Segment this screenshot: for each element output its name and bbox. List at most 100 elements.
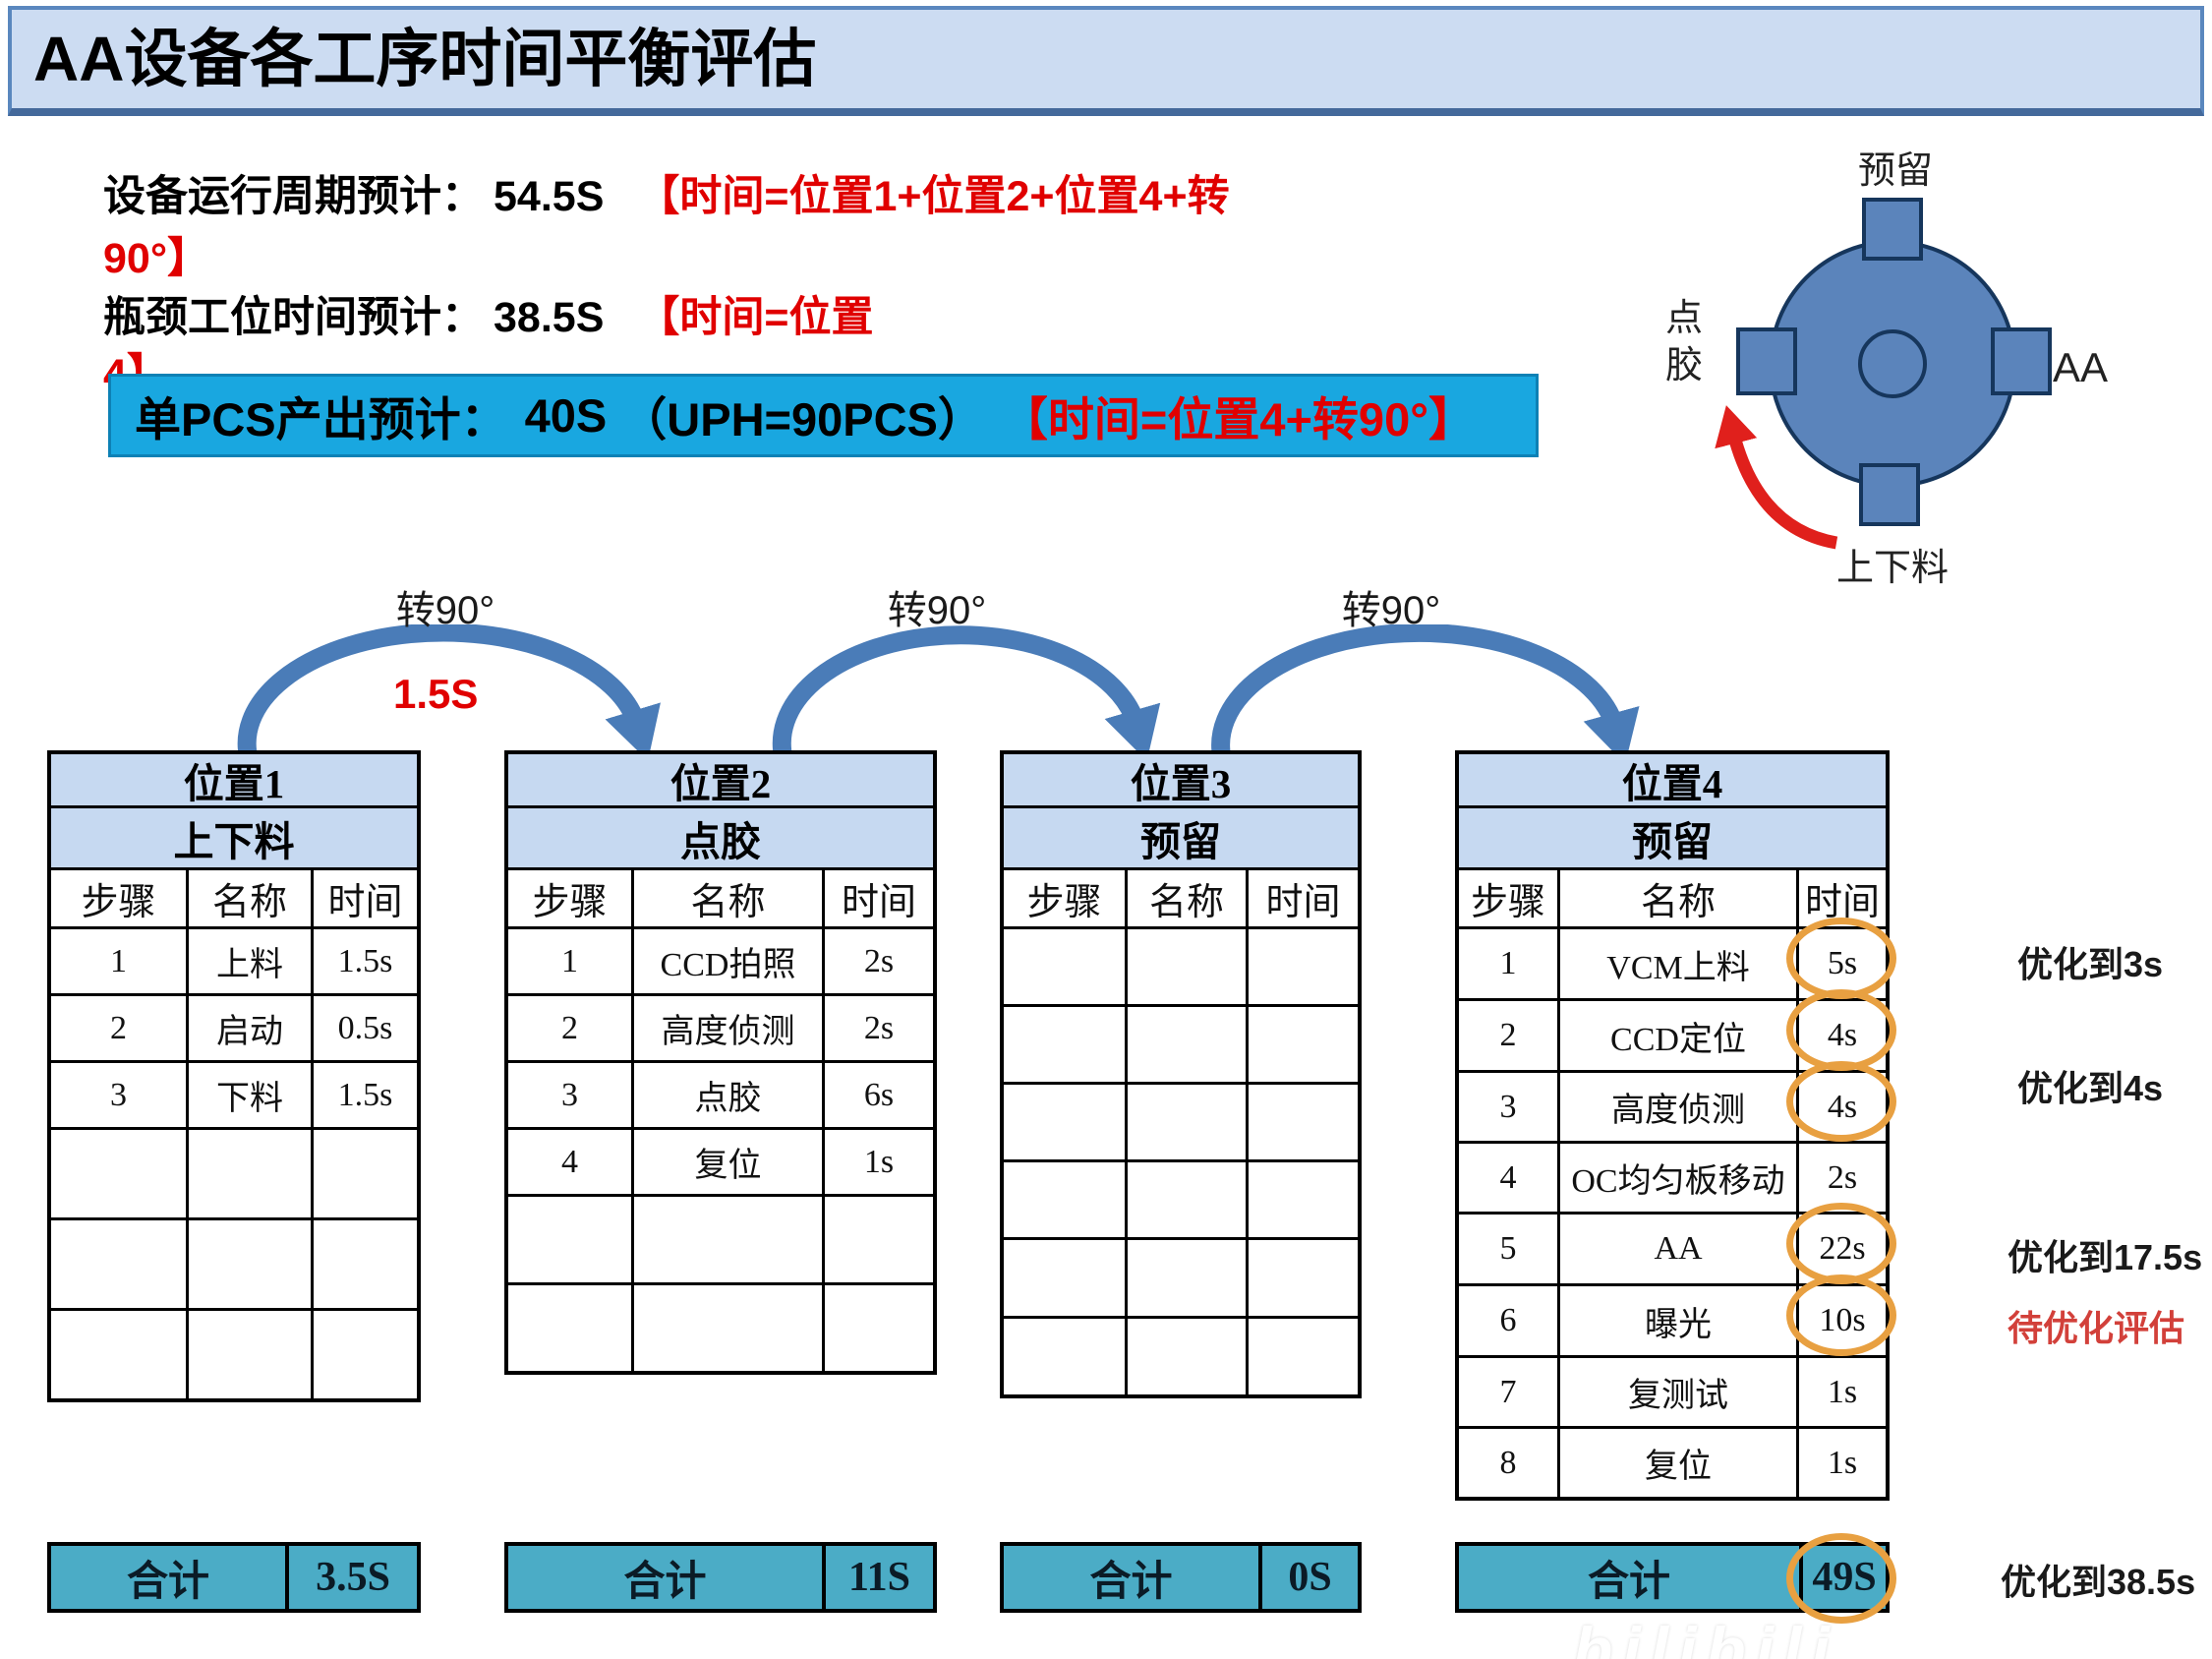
table-row: 3 点胶 6s [508,1060,933,1127]
wheel-label-right: AA [2053,344,2109,390]
summary-line-cycle: 设备运行周期预计： 54.5S 【时间=位置1+位置2+位置4+转 [103,162,1230,221]
step-cell: 5 [1499,1230,1517,1267]
time-cell [822,1285,933,1371]
column-header: 名称 [1125,870,1246,926]
cycle-formula-wrap: 90°】 [103,235,210,282]
column-header: 时间 [822,870,933,926]
step-cell [1004,1085,1125,1159]
table-row: 3 下料 1.5s [51,1060,417,1127]
pcs-value: 40S [524,389,608,442]
name-cell [631,1197,822,1282]
rotate-90-arrow-icon-2 [772,625,1161,765]
table-position-1: 位置1 上下料 步骤 名称 时间 1 上料 1.5s 2 启动 0.5s 3 下料 1.5s [47,750,421,1402]
table-subtitle: 上下料 [51,805,417,867]
name-cell: VCM上料 [1557,929,1796,998]
name-cell [1125,1007,1246,1082]
column-header: 名称 [186,870,311,926]
step-cell [51,1130,186,1217]
table-row: 1 上料 1.5s [51,926,417,993]
table-row: 8 复位 1s [1459,1426,1886,1497]
table-title: 位置4 [1459,754,1886,806]
table-row: 4 复位 1s [508,1127,933,1194]
step-cell: 1 [110,942,127,979]
time-cell: 1.5s [311,1063,417,1127]
table-position-4: 位置4 预留 步骤 名称 时间 1 VCM上料 5s 2 CCD定位 4s 3 高度侦测 4s 4 OC均匀板… [1455,750,1890,1501]
table-row [51,1217,417,1308]
name-cell [1125,1319,1246,1394]
table-title: 位置3 [1004,754,1358,806]
table-row: 1 CCD拍照 2s [508,926,933,993]
page-title: AA设备各工序时间平衡评估 [33,24,817,94]
table-title: 位置2 [508,754,933,806]
name-cell [186,1311,311,1398]
table-row: 2 CCD定位 4s [1459,998,1886,1070]
name-cell [1125,929,1246,1004]
name-cell: 曝光 [1557,1286,1796,1355]
table-header-row: 步骤 名称 时间 [51,867,417,926]
cycle-label: 设备运行周期预计： [103,173,484,220]
table-row [1004,1237,1358,1316]
step-cell: 3 [1499,1088,1517,1125]
orange-circle-annotation-total [1785,1533,1896,1624]
watermark-fragment: bilibili [1573,1614,1839,1659]
time-cell: 2s [1796,1144,1886,1212]
step-cell: 3 [110,1076,127,1113]
column-header: 时间 [1246,870,1358,926]
rotation-direction-arrow-icon [1715,405,1838,550]
time-cell [1246,1240,1358,1316]
name-cell: 点胶 [631,1063,822,1127]
step-cell [1004,1007,1125,1082]
total-value: 3.5S [316,1555,390,1600]
name-cell: 下料 [186,1063,311,1127]
table-row [51,1127,417,1217]
table-row [508,1194,933,1282]
step-cell: 4 [1499,1158,1517,1196]
name-cell: 高度侦测 [1557,1073,1796,1141]
step-cell: 1 [1499,945,1517,981]
station-square-right [1991,327,2052,395]
total-label: 合计 [508,1546,826,1609]
table-subtitle: 点胶 [508,805,933,867]
orange-circle-annotation [1785,918,1896,999]
step-cell [1004,1319,1125,1394]
station-square-top [1862,198,1923,261]
time-cell: 0.5s [311,996,417,1060]
step-cell: 8 [1499,1444,1517,1481]
name-cell [1125,1085,1246,1159]
annotation-optimize-38-5s: 优化到38.5s [2001,1562,2196,1602]
step-cell: 6 [1499,1302,1517,1338]
time-cell [1246,929,1358,1004]
step-cell [508,1285,631,1371]
total-label: 合计 [51,1546,289,1609]
rotate-label-2: 转90° [887,589,987,632]
step-cell [51,1311,186,1398]
table-subtitle: 预留 [1004,805,1358,867]
column-header: 步骤 [1470,882,1545,923]
step-cell: 3 [561,1076,578,1113]
wheel-label-top: 预留 [1857,150,1933,192]
step-cell [1004,1162,1125,1237]
time-cell [822,1197,933,1282]
step-cell: 7 [1499,1373,1517,1410]
column-header: 名称 [1557,870,1796,926]
table-header-row: 步骤 名称 时间 [1004,867,1358,926]
column-header: 时间 [1796,870,1886,926]
time-cell: 2s [822,996,933,1060]
name-cell [1125,1240,1246,1316]
time-cell: 1.5s [311,929,417,993]
name-cell: 高度侦测 [631,996,822,1060]
table-row [51,1308,417,1398]
cycle-value: 54.5S [494,173,605,220]
summary-line-cycle-wrap: 90°】 [103,224,209,283]
summary-line-bottleneck: 瓶颈工位时间预计： 38.5S 【时间=位置 [103,283,874,342]
name-cell: 复位 [631,1130,822,1194]
table-subtitle: 预留 [1459,805,1886,867]
time-cell: 1s [1796,1358,1886,1426]
wheel-hub [1858,329,1927,398]
name-cell [631,1285,822,1371]
cycle-formula: 【时间=位置1+位置2+位置4+转 [637,173,1230,220]
total-value: 0S [1288,1555,1332,1600]
column-header: 时间 [311,870,417,926]
name-cell: CCD拍照 [631,929,822,993]
bottleneck-formula: 【时间=位置 [637,294,874,341]
